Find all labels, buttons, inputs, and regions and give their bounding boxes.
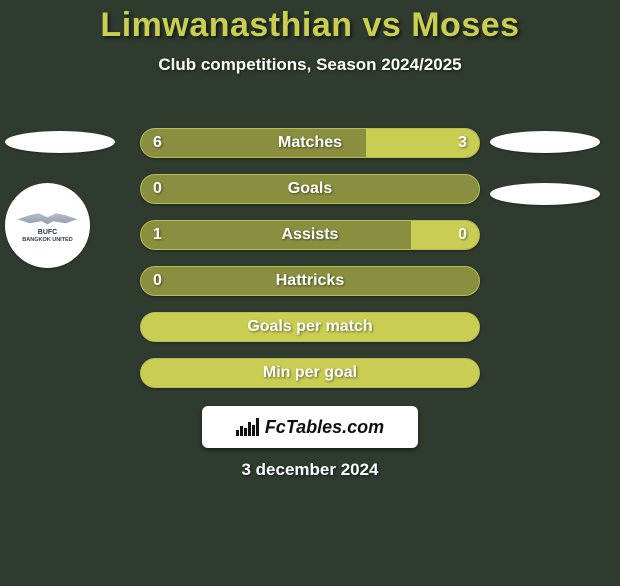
- stat-right-fill: [411, 221, 479, 249]
- date-label: 3 december 2024: [0, 460, 620, 480]
- club-badge-wings-icon: [18, 207, 78, 227]
- stat-label: Goals per match: [141, 313, 479, 341]
- stat-row: Goals0: [140, 174, 480, 204]
- stats-comparison-chart: Matches63Goals0Assists10Hattricks0Goals …: [140, 128, 480, 404]
- stat-row: Min per goal: [140, 358, 480, 388]
- player-placeholder-ellipse: [5, 131, 115, 153]
- brand-footer: FcTables.com: [202, 406, 418, 448]
- stat-left-value: 0: [153, 175, 162, 203]
- left-team-column: BUFC BANGKOK UNITED: [5, 131, 115, 268]
- stat-row: Matches63: [140, 128, 480, 158]
- brand-name: FcTables.com: [265, 417, 384, 438]
- stat-row: Goals per match: [140, 312, 480, 342]
- club-badge-text-1: BUFC: [38, 229, 57, 236]
- stat-left-value: 1: [153, 221, 162, 249]
- stat-left-value: 6: [153, 129, 162, 157]
- stat-label: Min per goal: [141, 359, 479, 387]
- stat-label: Goals: [141, 175, 479, 203]
- club-badge-text-2: BANGKOK UNITED: [22, 238, 72, 244]
- stat-row: Hattricks0: [140, 266, 480, 296]
- player-placeholder-ellipse: [490, 131, 600, 153]
- page-title: Limwanasthian vs Moses: [0, 6, 620, 45]
- brand-chart-icon: [236, 418, 259, 436]
- club-badge: BUFC BANGKOK UNITED: [5, 183, 90, 268]
- page-subtitle: Club competitions, Season 2024/2025: [0, 55, 620, 75]
- stat-label: Hattricks: [141, 267, 479, 295]
- right-team-column: [490, 131, 600, 205]
- stat-right-fill: [366, 129, 479, 157]
- stat-left-value: 0: [153, 267, 162, 295]
- stat-row: Assists10: [140, 220, 480, 250]
- club-badge-placeholder-ellipse: [490, 183, 600, 205]
